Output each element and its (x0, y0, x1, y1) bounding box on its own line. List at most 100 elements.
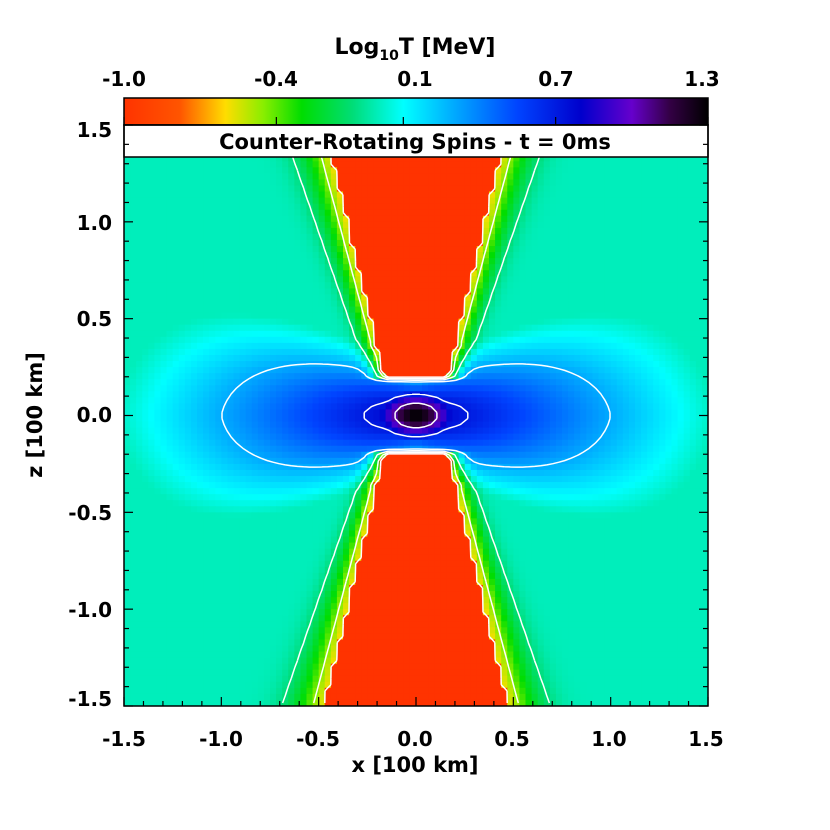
heatmap-cell (124, 391, 131, 398)
heatmap-cell (422, 318, 429, 326)
heatmap-cell (489, 379, 496, 386)
heatmap-cell (294, 227, 302, 235)
heatmap-cell (476, 276, 484, 283)
heatmap-cell (683, 167, 691, 175)
heatmap-cell (531, 306, 539, 314)
heatmap-cell (592, 288, 600, 296)
heatmap-cell (543, 294, 551, 302)
heatmap-cell (562, 227, 569, 235)
heatmap-cell (197, 221, 204, 229)
heatmap-cell (409, 252, 417, 259)
heatmap-cell (689, 361, 697, 368)
heatmap-cell (409, 348, 417, 356)
heatmap-cell (580, 312, 587, 320)
heatmap-cell (166, 246, 174, 253)
heatmap-cell (470, 330, 478, 338)
heatmap-cell (604, 197, 612, 205)
heatmap-cell (130, 367, 137, 374)
heatmap-cell (677, 197, 685, 205)
heatmap-cell (154, 197, 162, 205)
heatmap-cell (233, 403, 241, 411)
heatmap-cell (659, 288, 667, 296)
heatmap-cell (641, 403, 648, 411)
heatmap-cell (482, 209, 490, 217)
heatmap-cell (336, 427, 344, 435)
heatmap-cell (519, 161, 527, 168)
heatmap-cell (665, 294, 673, 302)
heatmap-cell (245, 330, 253, 338)
heatmap-cell (562, 427, 569, 435)
heatmap-cell (653, 427, 660, 435)
heatmap-cell (282, 336, 289, 344)
heatmap-cell (689, 270, 697, 277)
heatmap-cell (531, 239, 539, 247)
heatmap-cell (428, 391, 435, 398)
heatmap-cell (701, 342, 708, 350)
heatmap-cell (434, 294, 441, 302)
heatmap-cell (422, 270, 429, 277)
heatmap-cell (428, 276, 435, 283)
heatmap-cell (537, 397, 545, 404)
heatmap-cell (464, 215, 472, 223)
heatmap-cell (653, 294, 660, 302)
heatmap-cell (598, 367, 606, 374)
heatmap-cell (367, 203, 375, 211)
heatmap-cell (190, 167, 198, 175)
heatmap-cell (318, 294, 326, 302)
heatmap-cell (361, 282, 368, 289)
heatmap-cell (221, 361, 229, 368)
heatmap-cell (330, 373, 338, 380)
heatmap-cell (665, 391, 673, 398)
heatmap-cell (373, 397, 381, 404)
heatmap-cell (282, 215, 289, 223)
heatmap-cell (160, 342, 168, 350)
heatmap-cell (580, 252, 587, 259)
heatmap-cell (409, 197, 417, 205)
heatmap-cell (160, 306, 168, 314)
heatmap-cell (215, 300, 222, 308)
heatmap-cell (580, 276, 587, 283)
heatmap-cell (628, 367, 636, 374)
heatmap-cell (203, 215, 210, 223)
heatmap-cell (245, 324, 253, 332)
heatmap-cell (653, 173, 660, 181)
heatmap-cell (580, 227, 587, 235)
heatmap-cell (610, 367, 618, 374)
heatmap-cell (635, 276, 642, 283)
heatmap-cell (428, 354, 435, 362)
heatmap-cell (166, 415, 174, 423)
heatmap-cell (525, 197, 533, 205)
heatmap-cell (695, 252, 703, 259)
heatmap-cell (416, 209, 423, 217)
heatmap-cell (166, 312, 174, 320)
heatmap-cell (440, 361, 448, 368)
heatmap-cell (136, 203, 143, 211)
heatmap-cell (190, 361, 198, 368)
heatmap-cell (385, 173, 393, 181)
heatmap-cell (422, 288, 429, 296)
heatmap-cell (422, 233, 429, 241)
heatmap-cell (209, 324, 216, 332)
heatmap-cell (227, 246, 235, 253)
heatmap-cell (446, 391, 454, 398)
heatmap-cell (312, 348, 320, 356)
heatmap-cell (476, 191, 484, 199)
heatmap-cell (452, 318, 460, 326)
heatmap-cell (647, 215, 654, 223)
heatmap-cell (160, 173, 168, 181)
heatmap-cell (580, 403, 587, 411)
heatmap-cell (300, 155, 308, 162)
heatmap-cell (501, 221, 508, 229)
heatmap-cell (172, 373, 180, 380)
heatmap-cell (489, 342, 496, 350)
heatmap-cell (531, 221, 539, 229)
heatmap-cell (525, 239, 533, 247)
heatmap-cell (641, 215, 648, 223)
heatmap-cell (604, 161, 612, 168)
heatmap-cell (507, 239, 514, 247)
heatmap-cell (701, 336, 708, 344)
heatmap-cell (160, 409, 168, 417)
heatmap-cell (458, 215, 466, 223)
heatmap-cell (184, 185, 192, 193)
heatmap-cell (166, 361, 174, 368)
